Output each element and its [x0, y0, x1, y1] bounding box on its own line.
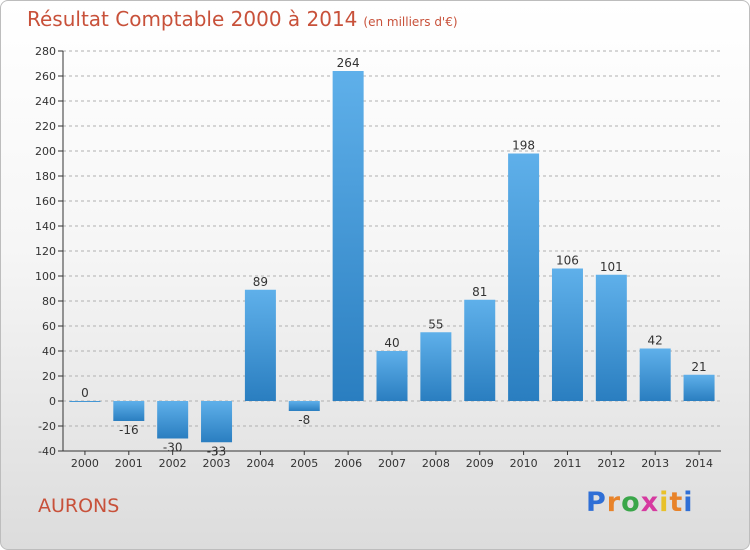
y-tick-label: 100	[35, 270, 56, 283]
labels: -40 -20 0 20 40 60 80 100 120 140 160 180 200 220 240 2…	[35, 45, 713, 470]
bar-2011	[551, 268, 583, 401]
value-label-2003: -33	[207, 444, 227, 458]
value-label-2007: 40	[384, 336, 399, 350]
y-tick-label: 220	[35, 120, 56, 133]
y-tick-label: 200	[35, 145, 56, 158]
value-label-2008: 55	[428, 317, 443, 331]
y-tick-label: 120	[35, 245, 56, 258]
axes	[58, 50, 721, 455]
logo-letter: P	[586, 487, 607, 518]
value-label-2002: -30	[163, 441, 183, 455]
x-tick-label-2009: 2009	[466, 457, 494, 470]
y-tick-label: -20	[38, 420, 56, 433]
bar-2013	[639, 348, 671, 401]
y-tick-label: 40	[42, 345, 56, 358]
value-label-2000: 0	[81, 386, 89, 400]
proxiti-logo: Proxiti	[586, 487, 694, 518]
x-tick-label-2003: 2003	[203, 457, 231, 470]
value-label-2005: -8	[298, 413, 310, 427]
bar-2010	[508, 153, 540, 401]
bar-2008	[420, 332, 452, 401]
x-tick-label-2013: 2013	[641, 457, 669, 470]
value-label-2010: 198	[512, 139, 535, 153]
value-label-2012: 101	[600, 260, 623, 274]
bar-2003	[201, 401, 233, 443]
x-tick-label-2000: 2000	[71, 457, 99, 470]
bar-2012	[595, 274, 627, 401]
x-tick-label-2012: 2012	[597, 457, 625, 470]
x-tick-label-2008: 2008	[422, 457, 450, 470]
value-label-2009: 81	[472, 285, 487, 299]
bar-2014	[683, 374, 715, 401]
chart-title: Résultat Comptable 2000 à 2014 (en millie…	[27, 7, 458, 31]
x-tick-label-2001: 2001	[115, 457, 143, 470]
bar-2004	[244, 289, 276, 401]
bar-2005	[288, 401, 320, 411]
title-units: (en milliers d'€)	[363, 15, 458, 29]
y-tick-label: 240	[35, 95, 56, 108]
x-tick-label-2006: 2006	[334, 457, 362, 470]
y-tick-label: 0	[49, 395, 56, 408]
logo-letter: o	[621, 487, 641, 518]
x-tick-label-2010: 2010	[510, 457, 538, 470]
x-tick-label-2007: 2007	[378, 457, 406, 470]
y-tick-label: 180	[35, 170, 56, 183]
y-tick-label: 160	[35, 195, 56, 208]
commune-name: AURONS	[38, 495, 120, 517]
y-tick-label: 140	[35, 220, 56, 233]
bar-2000	[69, 401, 101, 402]
bars	[69, 71, 715, 443]
x-tick-label-2004: 2004	[246, 457, 274, 470]
bar-2007	[376, 351, 408, 401]
value-label-2013: 42	[648, 334, 663, 348]
y-tick-label: -40	[38, 445, 56, 458]
y-tick-label: 80	[42, 295, 56, 308]
title-text: Résultat Comptable 2000 à 2014	[27, 7, 358, 31]
bar-2001	[113, 401, 145, 421]
logo-letter: r	[606, 487, 622, 518]
bar-2006	[332, 71, 364, 401]
value-label-2014: 21	[691, 360, 706, 374]
y-tick-label: 280	[35, 45, 56, 58]
x-tick-label-2002: 2002	[159, 457, 187, 470]
logo-letter: i	[683, 487, 694, 518]
logo-letter: x	[640, 487, 660, 518]
logo-letter: i	[659, 487, 670, 518]
bar-2009	[464, 299, 496, 401]
value-label-2006: 264	[337, 56, 360, 70]
y-tick-label: 260	[35, 70, 56, 83]
x-tick-label-2011: 2011	[553, 457, 581, 470]
bar-2002	[157, 401, 189, 439]
value-label-2001: -16	[119, 423, 139, 437]
value-label-2004: 89	[253, 275, 268, 289]
y-tick-label: 60	[42, 320, 56, 333]
x-tick-label-2005: 2005	[290, 457, 318, 470]
y-tick-label: 20	[42, 370, 56, 383]
x-tick-label-2014: 2014	[685, 457, 713, 470]
logo-letter: t	[669, 487, 684, 518]
value-label-2011: 106	[556, 254, 579, 268]
